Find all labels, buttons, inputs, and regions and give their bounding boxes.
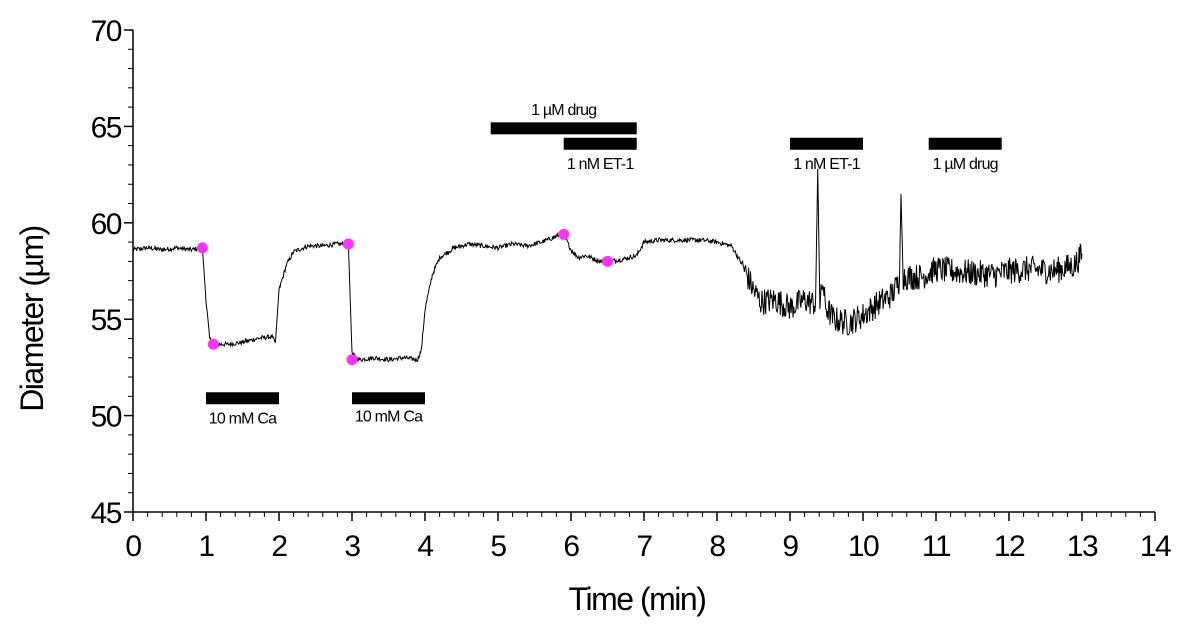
y-tick-label: 65: [91, 111, 122, 144]
treatment-bar: [790, 137, 863, 150]
x-tick-label: 14: [1140, 530, 1171, 563]
marker-layer: [196, 228, 613, 366]
treatment-bar: [490, 122, 637, 135]
x-tick-label: 1: [198, 530, 214, 563]
x-tick-label: 0: [125, 530, 141, 563]
y-tick-label: 70: [91, 15, 122, 48]
treatment-label: 1 nM ET-1: [567, 156, 635, 173]
treatment-bar: [563, 137, 637, 150]
treatment-bar: [206, 392, 279, 405]
x-tick-label: 7: [636, 530, 652, 563]
x-tick-label: 9: [782, 530, 798, 563]
data-marker: [207, 338, 219, 350]
x-tick-label: 12: [994, 530, 1025, 563]
treatment-label: 10 mM Ca: [209, 411, 277, 428]
treatment-label: 10 mM Ca: [355, 409, 423, 426]
y-tick-label: 55: [91, 304, 122, 337]
x-tick-label: 3: [344, 530, 360, 563]
x-tick-label: 4: [417, 530, 433, 563]
data-marker: [558, 228, 570, 240]
x-tick-label: 6: [563, 530, 579, 563]
treatment-label: 1 µM drug: [933, 156, 998, 173]
y-axis-title: Diameter (µm): [14, 226, 50, 412]
treatment-bar: [352, 392, 425, 405]
treatment-label: 1 nM ET-1: [793, 156, 861, 173]
x-axis-title: Time (min): [569, 581, 706, 617]
x-tick-label: 13: [1067, 530, 1098, 563]
annotation-layer: 10 mM Ca 10 mM Ca 1 µM drug 1 nM ET-1 1 nM E…: [206, 102, 1002, 428]
x-tick-label: 8: [709, 530, 725, 563]
y-tick-label: 60: [91, 208, 122, 241]
data-marker: [196, 242, 208, 254]
data-marker: [602, 255, 613, 267]
treatment-label: 1 µM drug: [531, 102, 596, 119]
x-tick-label: 11: [922, 530, 951, 563]
x-tick-label: 10: [848, 530, 879, 563]
data-marker: [346, 354, 358, 366]
x-tick-label: 5: [490, 530, 506, 563]
x-tick-label: 2: [271, 530, 287, 563]
y-tick-label: 50: [91, 401, 122, 434]
y-tick-label: 45: [91, 497, 122, 530]
treatment-bar: [928, 137, 1002, 150]
data-marker: [342, 238, 354, 250]
